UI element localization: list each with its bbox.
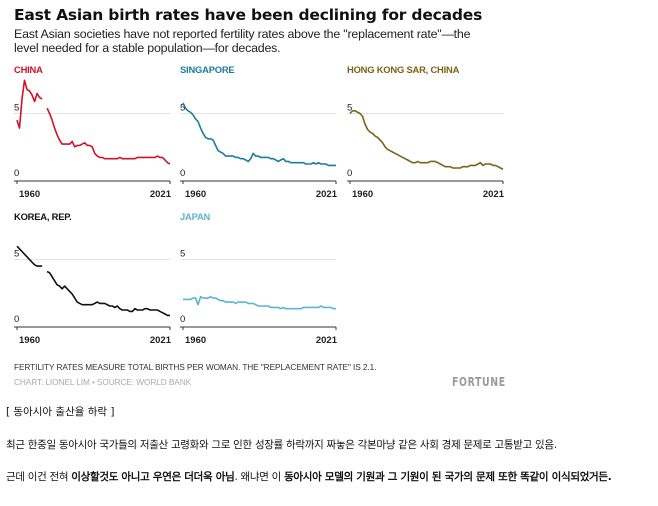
article-paragraph-1: 최근 한중일 동아시아 국가들의 저출산 고령화와 그로 인한 성장률 하락까지… bbox=[6, 439, 557, 451]
y-tick-label: 5 bbox=[14, 249, 19, 260]
y-tick-label: 5 bbox=[180, 249, 185, 260]
series-line-hong-kong-sar-china bbox=[349, 110, 504, 171]
x-tick-label: 2021 bbox=[316, 335, 338, 346]
fortune-logo: FORTUNE bbox=[452, 375, 506, 389]
panel-title-singapore: SINGAPORE bbox=[180, 64, 235, 75]
footnote: FERTILITY RATES MEASURE TOTAL BIRTHS PER… bbox=[14, 362, 377, 372]
panel-title-hong-kong-sar-china: HONG KONG SAR, CHINA bbox=[347, 64, 460, 75]
y-tick-label: 5 bbox=[14, 103, 19, 114]
y-tick-label: 5 bbox=[180, 103, 185, 114]
paragraph-2-part: . 왜냐면 이 bbox=[234, 471, 285, 483]
y-tick-label: 0 bbox=[14, 314, 19, 325]
x-tick-label: 1960 bbox=[185, 335, 206, 346]
panel-title-japan: JAPAN bbox=[180, 211, 211, 222]
image-caption: [ 동아시아 출산율 하락 ] bbox=[6, 406, 115, 418]
source-credit: CHART: LIONEL LIM • SOURCE: WORLD BANK bbox=[14, 377, 192, 387]
y-tick-label: 0 bbox=[180, 314, 185, 325]
x-tick-label: 2021 bbox=[150, 335, 172, 346]
series-line-china bbox=[16, 79, 171, 165]
paragraph-2-part: 이상할것도 아니고 우연은 더더욱 아님 bbox=[71, 471, 235, 483]
chart-title: East Asian birth rates have been declini… bbox=[14, 6, 483, 24]
series-line-singapore bbox=[182, 102, 336, 167]
panel-title-korea-rep: KOREA, REP. bbox=[14, 211, 72, 222]
x-tick-label: 2021 bbox=[316, 189, 338, 200]
y-tick-label: 0 bbox=[14, 168, 19, 179]
y-tick-label: 0 bbox=[347, 168, 352, 179]
x-tick-label: 2021 bbox=[150, 189, 172, 200]
x-tick-label: 1960 bbox=[19, 189, 40, 200]
series-line-korea-rep bbox=[16, 245, 170, 317]
paragraph-2-part: 근데 이건 전혀 bbox=[6, 471, 72, 483]
x-tick-label: 1960 bbox=[352, 189, 373, 200]
y-tick-label: 5 bbox=[347, 103, 352, 114]
paragraph-2-part: 동아시아 모델의 기원과 그 기원이 된 국가의 문제 또한 똑같이 이식되었거… bbox=[284, 471, 612, 483]
panel-title-china: CHINA bbox=[14, 64, 43, 75]
series-line-japan bbox=[183, 295, 336, 310]
chart-subtitle: East Asian societies have not reported f… bbox=[14, 27, 471, 55]
y-tick-label: 0 bbox=[180, 168, 185, 179]
x-tick-label: 2021 bbox=[483, 189, 505, 200]
article-paragraph-2: 근데 이건 전혀 이상할것도 아니고 우연은 더더욱 아님. 왜냐면 이 동아시… bbox=[6, 469, 656, 486]
x-tick-label: 1960 bbox=[185, 189, 206, 200]
x-tick-label: 1960 bbox=[19, 335, 40, 346]
